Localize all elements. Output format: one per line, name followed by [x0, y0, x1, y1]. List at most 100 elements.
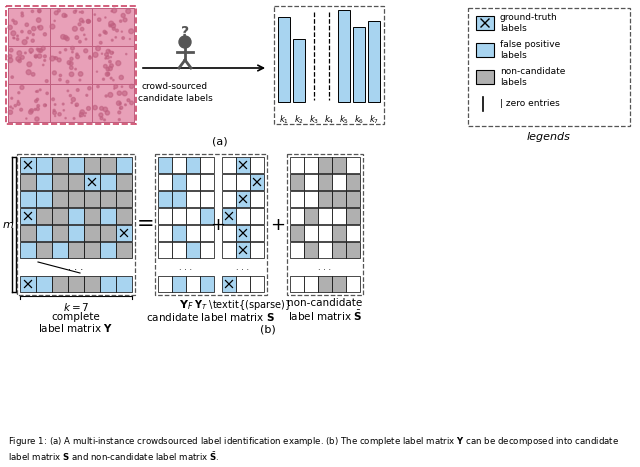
Bar [318, 174, 332, 190]
Bar [172, 157, 186, 173]
Circle shape [25, 23, 29, 27]
Text: +: + [271, 215, 285, 234]
Circle shape [76, 89, 79, 92]
Bar [186, 191, 200, 207]
Bar [332, 174, 346, 190]
Text: . . .: . . . [179, 262, 193, 271]
Circle shape [84, 49, 88, 53]
Bar [50, 84, 92, 122]
Circle shape [106, 67, 109, 71]
Bar [250, 225, 264, 241]
Bar [84, 191, 100, 207]
Bar [250, 208, 264, 224]
Circle shape [72, 51, 73, 53]
Text: non-candidate
labels: non-candidate labels [500, 67, 565, 87]
Circle shape [108, 66, 112, 71]
Circle shape [116, 29, 118, 32]
Bar [200, 174, 214, 190]
Circle shape [78, 23, 81, 26]
Bar [20, 157, 36, 173]
Circle shape [58, 58, 61, 62]
Text: $\mathbf{Y}_F$: $\mathbf{Y}_F$ [179, 298, 193, 312]
Circle shape [97, 18, 101, 21]
Circle shape [22, 40, 27, 44]
Bar [468, 8, 630, 126]
Circle shape [34, 55, 38, 58]
Bar [290, 174, 304, 190]
Bar [290, 208, 304, 224]
Text: $k_2$: $k_2$ [294, 114, 304, 127]
Bar [20, 225, 36, 241]
Bar [172, 191, 186, 207]
Circle shape [69, 72, 74, 77]
Circle shape [102, 78, 104, 80]
Text: non-candidate: non-candidate [287, 298, 363, 308]
Circle shape [11, 76, 13, 78]
Circle shape [113, 79, 114, 81]
Circle shape [31, 39, 35, 42]
Circle shape [11, 31, 16, 35]
Text: ground-truth
labels: ground-truth labels [500, 13, 557, 33]
Text: $m$: $m$ [2, 219, 14, 229]
Circle shape [69, 62, 73, 65]
Circle shape [31, 72, 35, 76]
Bar [100, 174, 116, 190]
Bar [100, 225, 116, 241]
Bar [304, 242, 318, 258]
Circle shape [113, 27, 115, 30]
Circle shape [88, 86, 91, 90]
Bar [290, 242, 304, 258]
Bar [36, 174, 52, 190]
Circle shape [109, 21, 114, 26]
Bar [476, 70, 494, 84]
Circle shape [13, 37, 15, 39]
Bar [290, 276, 304, 292]
Circle shape [81, 28, 84, 31]
Bar [186, 225, 200, 241]
Bar [172, 208, 186, 224]
Bar [346, 208, 360, 224]
Circle shape [179, 36, 191, 48]
Bar [200, 276, 214, 292]
Circle shape [41, 46, 45, 50]
Circle shape [105, 72, 109, 76]
Bar [172, 174, 186, 190]
Bar [36, 157, 52, 173]
Text: +: + [211, 215, 225, 234]
Circle shape [71, 98, 76, 101]
Circle shape [106, 56, 109, 59]
Bar [52, 174, 68, 190]
Bar [92, 8, 134, 46]
Circle shape [16, 57, 20, 61]
Circle shape [118, 119, 120, 120]
Circle shape [27, 62, 32, 67]
Circle shape [11, 97, 13, 99]
Text: $k = 7$: $k = 7$ [63, 301, 89, 313]
Bar [116, 191, 132, 207]
Circle shape [18, 59, 21, 63]
Bar [17, 154, 135, 295]
Circle shape [79, 115, 81, 117]
Bar [8, 46, 50, 84]
Text: $k_1$: $k_1$ [279, 114, 289, 127]
Circle shape [52, 98, 54, 101]
Circle shape [38, 10, 41, 13]
Bar [50, 46, 92, 84]
Circle shape [105, 111, 109, 115]
Text: $k_4$: $k_4$ [324, 114, 334, 127]
Bar [274, 6, 384, 124]
Circle shape [111, 11, 113, 12]
Circle shape [70, 46, 74, 50]
Text: | zero entries: | zero entries [500, 99, 560, 108]
Bar [100, 191, 116, 207]
Bar [116, 174, 132, 190]
Bar [222, 208, 236, 224]
Text: . . .: . . . [319, 262, 332, 271]
Bar [304, 191, 318, 207]
Bar [20, 276, 36, 292]
Bar [346, 191, 360, 207]
Bar [84, 225, 100, 241]
Bar [200, 242, 214, 258]
Circle shape [109, 60, 111, 63]
Circle shape [17, 102, 20, 106]
